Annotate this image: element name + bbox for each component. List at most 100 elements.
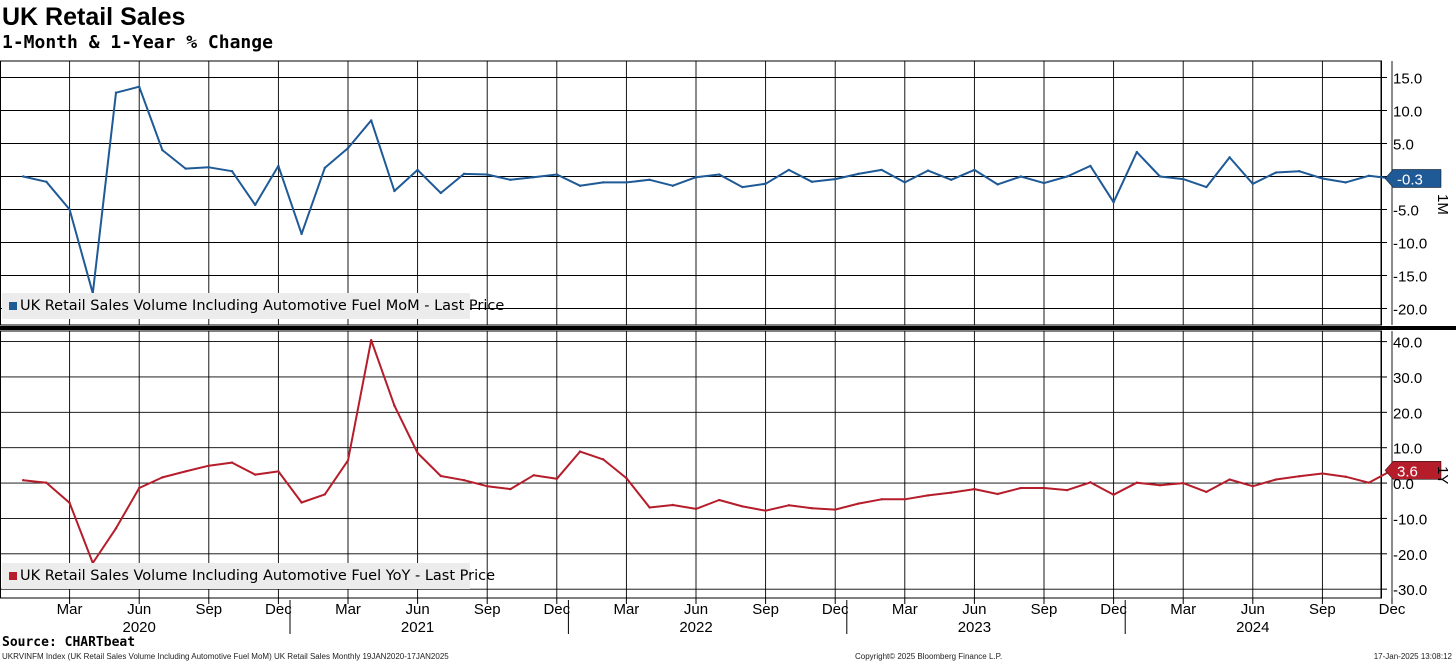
footer-copyright: Copyright© 2025 Bloomberg Finance L.P. [855,652,1003,661]
footer-index-note: UKRVINFM Index (UK Retail Sales Volume I… [2,652,449,661]
chart-title: UK Retail Sales [2,3,186,31]
data-point [45,180,48,183]
y-tick-label: -15.0 [1393,269,1427,286]
data-point [114,527,118,530]
x-tick-label: Jun [962,601,986,618]
data-point [555,173,558,176]
x-tick-label: Mar [335,601,361,618]
data-point [1367,174,1371,178]
data-point [950,178,953,181]
y-tick-label: -10.0 [1393,511,1427,528]
data-point [973,487,976,491]
data-point [68,501,71,505]
data-point [393,189,396,193]
y-tick-label: -5.0 [1393,203,1419,220]
data-point [509,487,512,491]
y-tick-label: -20.0 [1393,302,1427,319]
data-point [1089,164,1092,168]
data-point [114,91,118,94]
x-tick-label: Dec [543,601,570,618]
data-point [346,459,350,462]
data-point [1112,201,1115,204]
panel-label: 1Y [1434,466,1451,484]
data-point [462,172,466,176]
legend-box [2,563,470,589]
y-tick-label: -10.0 [1393,236,1427,253]
data-point [509,178,512,181]
legend-box [2,293,470,319]
data-point [1112,493,1115,496]
x-tick-label: Mar [613,601,639,618]
series-line [23,339,1393,564]
panel-1M: 15.0 10.0 5.0 -5.0 -10.0 -15.0 -20.0 -0.3 1M UK R… [0,60,1451,326]
data-point [323,166,326,170]
x-tick-label: Sep [1031,601,1058,618]
x-tick-label: Jun [1241,601,1265,618]
data-point [718,173,721,176]
legend-swatch [9,572,17,580]
y-tick-label: -30.0 [1393,582,1427,599]
data-point [346,146,350,150]
data-point [625,476,628,480]
data-point [1135,481,1139,484]
x-tick-label: Sep [195,601,222,618]
y-tick-label: 0.0 [1393,476,1414,493]
data-point [625,181,628,184]
data-point [486,173,489,176]
data-point [1251,182,1255,185]
data-point [602,458,605,461]
data-point [578,450,582,453]
data-point [648,178,651,181]
data-point [1274,478,1278,481]
data-point [161,148,164,152]
data-point [370,338,373,342]
data-point [602,181,605,184]
data-point [138,85,141,88]
data-point [1321,177,1324,180]
x-tick-label: Mar [892,601,918,618]
data-point [254,473,257,476]
x-tick-label: Sep [474,601,501,618]
data-point [1251,485,1255,488]
data-point [393,404,396,407]
source-note: Source: CHARTbeat [2,635,136,650]
data-point [184,470,187,473]
y-tick-label: 20.0 [1393,405,1422,422]
data-point [694,507,698,511]
data-point [1158,483,1162,487]
data-point [1019,175,1022,178]
x-tick-label: Dec [1100,601,1127,618]
data-point [787,168,790,172]
legend-swatch [9,302,17,310]
data-point [857,502,860,505]
data-point [1042,486,1046,490]
data-point [370,119,373,122]
y-tick-label: -20.0 [1393,547,1427,564]
data-point [1321,472,1324,475]
year-label: 2021 [401,619,434,636]
data-point [880,498,883,501]
data-point [207,166,210,169]
x-tick-label: Jun [406,601,430,618]
x-tick-label: Dec [822,601,849,618]
data-point [671,184,674,187]
data-point [764,182,767,185]
panel-divider [0,326,1456,330]
data-point [857,172,860,176]
data-point [741,185,744,189]
footer-timestamp: 17-Jan-2025 13:08:12 [1373,652,1452,661]
x-tick-label: Jun [127,601,151,618]
series-line [22,85,1393,295]
x-tick-label: Dec [1379,601,1406,618]
data-point [45,481,48,484]
data-point [1205,490,1208,494]
data-point [184,167,187,170]
data-point [926,494,930,497]
data-point [1298,170,1301,173]
data-point [810,180,814,183]
data-point [68,208,71,211]
data-point [718,498,721,502]
x-tick-label: Jun [684,601,708,618]
data-point [254,203,257,207]
plot-frame [0,60,1382,326]
